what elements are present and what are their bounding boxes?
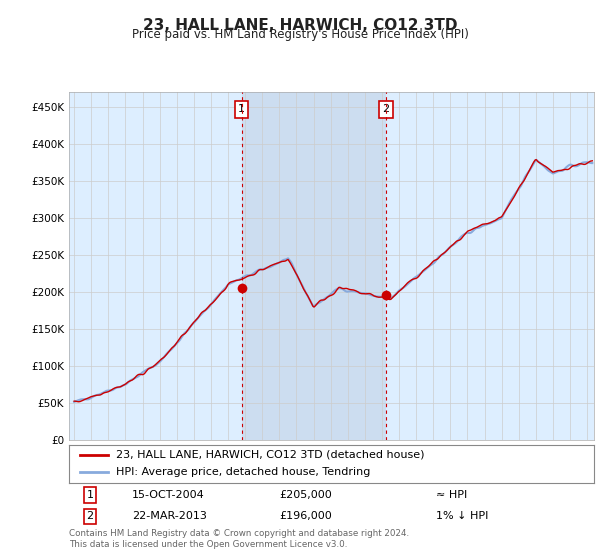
Text: 2: 2 <box>86 511 94 521</box>
Text: 15-OCT-2004: 15-OCT-2004 <box>132 490 205 500</box>
Text: Price paid vs. HM Land Registry's House Price Index (HPI): Price paid vs. HM Land Registry's House … <box>131 28 469 41</box>
Text: 1% ↓ HPI: 1% ↓ HPI <box>437 511 489 521</box>
Text: 23, HALL LANE, HARWICH, CO12 3TD: 23, HALL LANE, HARWICH, CO12 3TD <box>143 18 457 33</box>
Text: 23, HALL LANE, HARWICH, CO12 3TD (detached house): 23, HALL LANE, HARWICH, CO12 3TD (detach… <box>116 450 425 460</box>
Text: ≈ HPI: ≈ HPI <box>437 490 468 500</box>
Text: £205,000: £205,000 <box>279 490 332 500</box>
Text: Contains HM Land Registry data © Crown copyright and database right 2024.
This d: Contains HM Land Registry data © Crown c… <box>69 529 409 549</box>
Text: 1: 1 <box>238 104 245 114</box>
Text: 2: 2 <box>382 104 389 114</box>
Text: 22-MAR-2013: 22-MAR-2013 <box>132 511 207 521</box>
Bar <box>242 92 386 440</box>
Text: HPI: Average price, detached house, Tendring: HPI: Average price, detached house, Tend… <box>116 468 371 478</box>
Text: £196,000: £196,000 <box>279 511 332 521</box>
Text: 1: 1 <box>86 490 94 500</box>
